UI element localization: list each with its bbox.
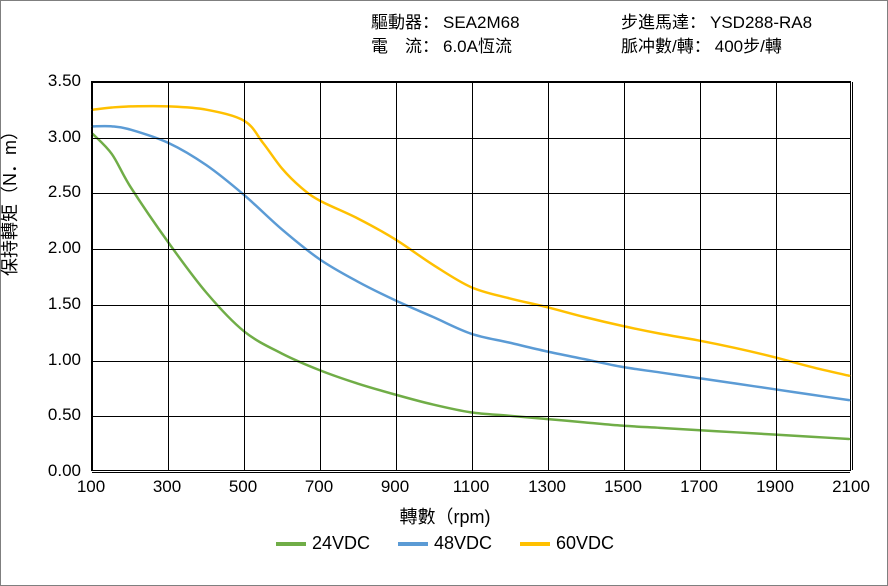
- current-value: 6.0A恆流: [443, 35, 512, 59]
- y-tick-label: 2.50: [31, 182, 81, 202]
- x-axis-label: 轉數（rpm): [1, 503, 888, 529]
- motor-label: 步進馬達：: [621, 11, 706, 35]
- x-tick-label: 1500: [593, 477, 653, 497]
- y-tick-label: 2.00: [31, 238, 81, 258]
- y-tick-label: 0.00: [31, 461, 81, 481]
- pulses-label: 脈冲數/轉：: [621, 35, 711, 59]
- x-tick-label: 1300: [517, 477, 577, 497]
- chart-lines: [92, 82, 850, 470]
- gridline-vertical: [472, 82, 473, 470]
- gridline-horizontal: [92, 82, 850, 83]
- x-tick-label: 700: [289, 477, 349, 497]
- gridline-horizontal: [92, 138, 850, 139]
- gridline-vertical: [548, 82, 549, 470]
- y-tick-label: 3.00: [31, 127, 81, 147]
- legend-label: 24VDC: [312, 533, 370, 554]
- x-tick-label: 500: [213, 477, 273, 497]
- gridline-vertical: [168, 82, 169, 470]
- series-line-48VDC: [93, 126, 849, 400]
- gridline-vertical: [320, 82, 321, 470]
- legend-label: 48VDC: [434, 533, 492, 554]
- gridline-vertical: [396, 82, 397, 470]
- legend-swatch: [398, 542, 428, 546]
- driver-value: SEA2M68: [443, 11, 520, 35]
- x-tick-label: 1100: [441, 477, 501, 497]
- y-tick-label: 1.00: [31, 350, 81, 370]
- gridline-vertical: [852, 82, 853, 470]
- x-tick-label: 1900: [745, 477, 805, 497]
- series-line-60VDC: [93, 106, 849, 376]
- y-tick-label: 1.50: [31, 294, 81, 314]
- legend: 24VDC 48VDC 60VDC: [1, 533, 888, 554]
- legend-item-48VDC: 48VDC: [398, 533, 492, 554]
- legend-item-60VDC: 60VDC: [520, 533, 614, 554]
- x-tick-label: 900: [365, 477, 425, 497]
- current-label: 電 流：: [371, 35, 439, 59]
- header-block: 驅動器： SEA2M68 步進馬達： YSD288-RA8 電 流： 6.0A恆…: [1, 11, 887, 59]
- legend-swatch: [276, 542, 306, 546]
- gridline-vertical: [244, 82, 245, 470]
- driver-label: 驅動器：: [371, 11, 439, 35]
- gridline-vertical: [624, 82, 625, 470]
- plot-area: [91, 81, 851, 471]
- gridline-horizontal: [92, 305, 850, 306]
- y-tick-label: 3.50: [31, 71, 81, 91]
- motor-value: YSD288-RA8: [710, 11, 812, 35]
- x-tick-label: 1700: [669, 477, 729, 497]
- gridline-vertical: [776, 82, 777, 470]
- legend-label: 60VDC: [556, 533, 614, 554]
- x-tick-label: 300: [137, 477, 197, 497]
- gridline-horizontal: [92, 249, 850, 250]
- gridline-horizontal: [92, 416, 850, 417]
- chart-frame: 驅動器： SEA2M68 步進馬達： YSD288-RA8 電 流： 6.0A恆…: [0, 0, 888, 586]
- gridline-horizontal: [92, 472, 850, 473]
- legend-item-24VDC: 24VDC: [276, 533, 370, 554]
- gridline-horizontal: [92, 361, 850, 362]
- gridline-vertical: [92, 82, 93, 470]
- y-axis-label: 保持轉矩（N．m）: [0, 122, 22, 276]
- pulses-value: 400步/轉: [715, 35, 782, 59]
- legend-swatch: [520, 542, 550, 546]
- y-tick-label: 0.50: [31, 405, 81, 425]
- gridline-horizontal: [92, 193, 850, 194]
- gridline-vertical: [700, 82, 701, 470]
- x-tick-label: 2100: [821, 477, 881, 497]
